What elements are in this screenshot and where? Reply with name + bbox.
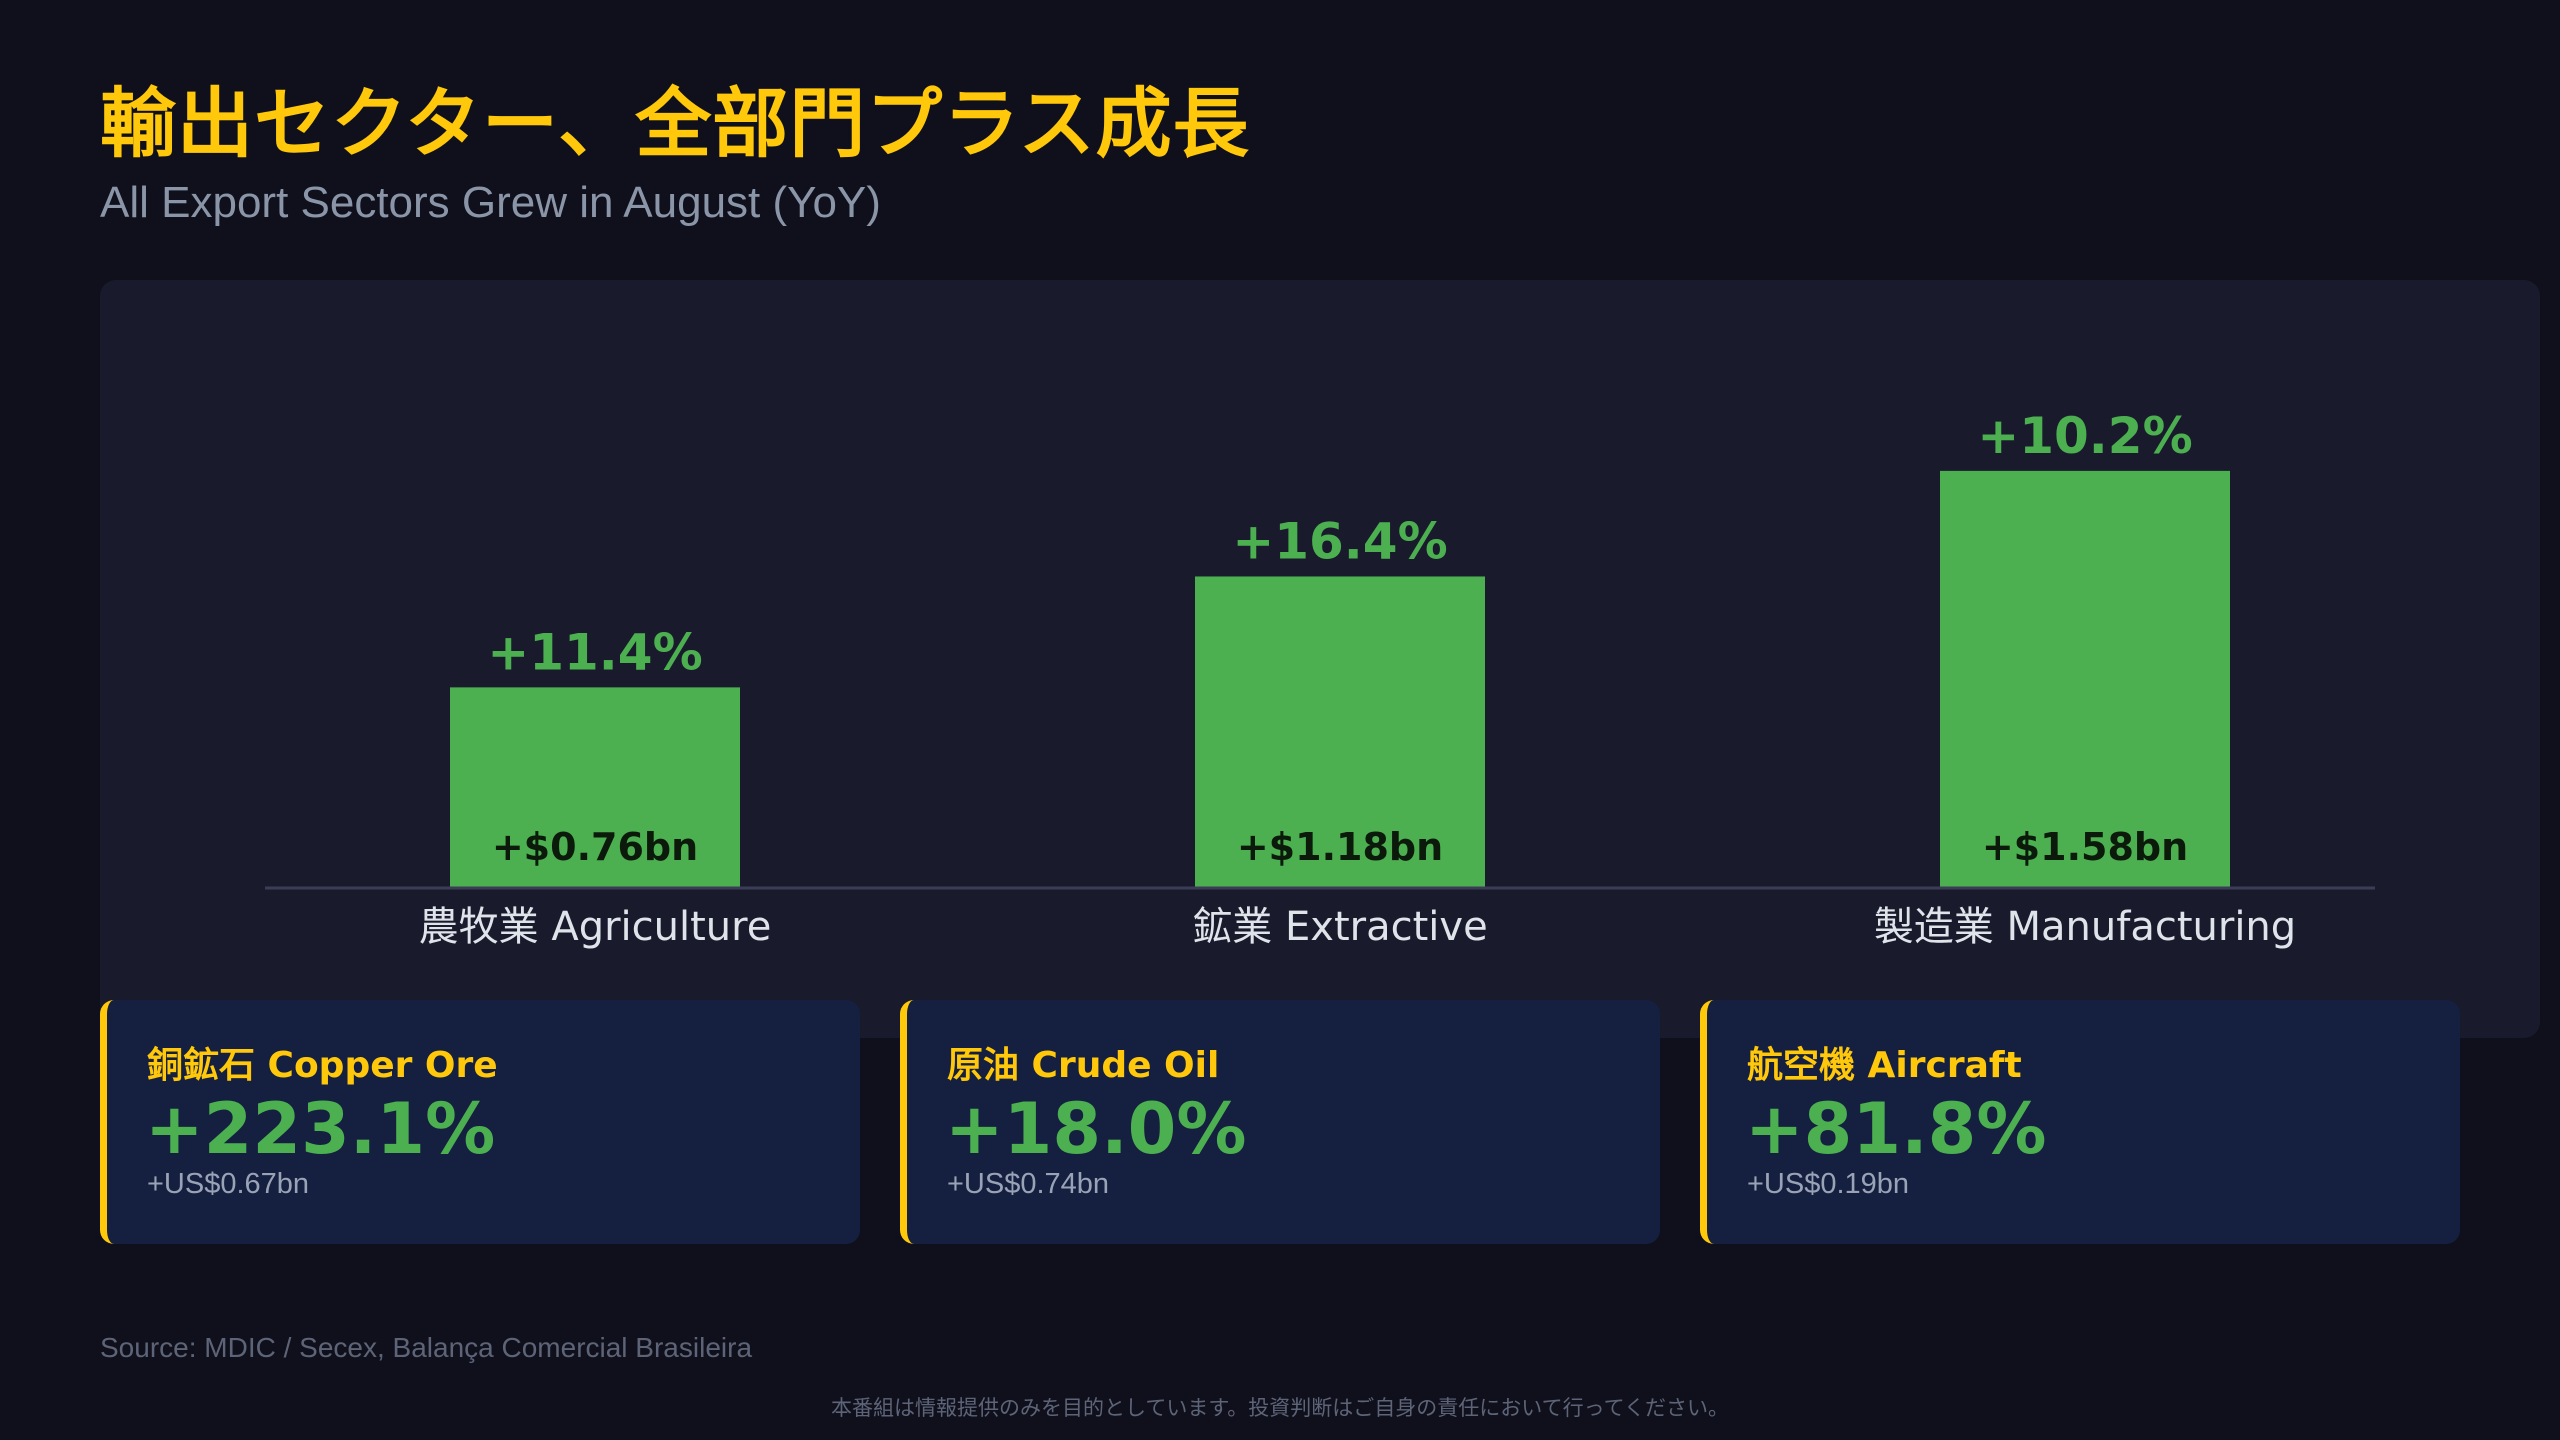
card-value: +US$0.74bn (947, 1168, 1110, 1200)
bar-1 (1195, 576, 1485, 888)
bar-value-label: +$1.58bn (1982, 825, 2188, 869)
card-percent: +223.1% (145, 1088, 496, 1170)
card-percent: +18.0% (945, 1088, 1247, 1170)
highlight-card-aircraft: 航空機 Aircraft +81.8% +US$0.19bn (1700, 1000, 2460, 1244)
bar-value-label: +$0.76bn (492, 825, 698, 869)
bar-growth-label: +11.4% (487, 623, 702, 681)
highlight-card-crude-oil: 原油 Crude Oil +18.0% +US$0.74bn (900, 1000, 1660, 1244)
x-tick-label: 農牧業 Agriculture (419, 904, 772, 950)
card-value: +US$0.19bn (1747, 1168, 1910, 1200)
page-subtitle: All Export Sectors Grew in August (YoY) (100, 178, 881, 227)
bar-growth-label: +16.4% (1232, 512, 1447, 570)
disclaimer: 本番組は情報提供のみを目的としています。投資判断はご自身の責任において行ってくだ… (831, 1396, 1729, 1420)
bar-value-label: +$1.18bn (1237, 825, 1443, 869)
bar-2 (1940, 470, 2230, 888)
x-tick-label: 鉱業 Extractive (1192, 904, 1487, 950)
card-value: +US$0.67bn (147, 1168, 310, 1200)
chart-panel: +$0.76bn +11.4% 農牧業 Agriculture +$1.18bn +16… (100, 280, 2540, 1038)
source-note: Source: MDIC / Secex, Balança Comercial … (100, 1332, 753, 1363)
highlight-card-copper-ore: 銅鉱石 Copper Ore +223.1% +US$0.67bn (100, 1000, 860, 1244)
card-label: 銅鉱石 Copper Ore (147, 1045, 498, 1086)
x-tick-label: 製造業 Manufacturing (1874, 904, 2296, 950)
bar-growth-label: +10.2% (1977, 407, 2192, 465)
card-label: 航空機 Aircraft (1747, 1045, 2022, 1086)
bar-0 (450, 687, 740, 888)
card-percent: +81.8% (1745, 1088, 2047, 1170)
bar-chart: +$0.76bn +11.4% 農牧業 Agriculture +$1.18bn +16… (265, 407, 2375, 950)
card-label: 原油 Crude Oil (947, 1045, 1220, 1086)
page-title: 輸出セクター、全部門プラス成長 (100, 79, 1250, 168)
